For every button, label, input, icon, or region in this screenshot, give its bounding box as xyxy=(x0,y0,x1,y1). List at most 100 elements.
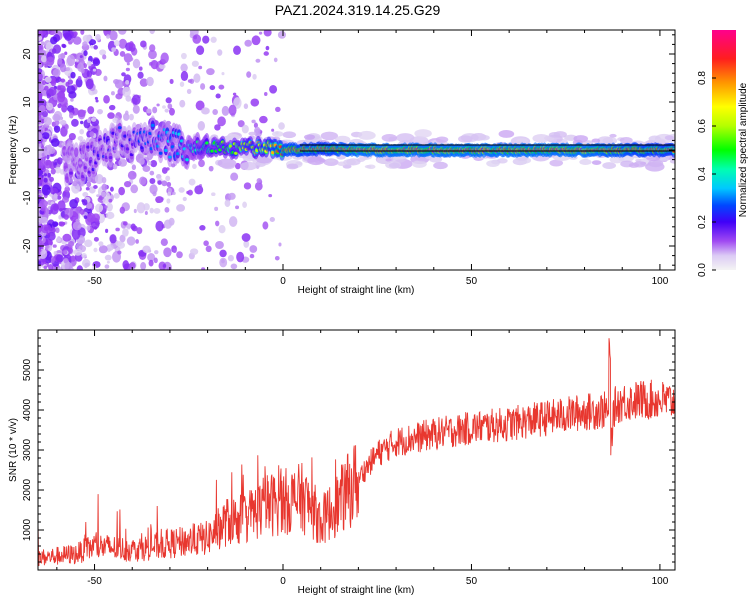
band-blob xyxy=(664,135,674,141)
noise-blob xyxy=(164,207,170,213)
noise-blob xyxy=(180,63,188,72)
noise-blob xyxy=(194,185,204,195)
noise-blob xyxy=(82,199,88,206)
noise-blob xyxy=(72,180,78,187)
noise-blob xyxy=(190,248,199,255)
ridge-core xyxy=(150,123,155,127)
noise-blob xyxy=(128,113,134,121)
noise-blob xyxy=(209,85,216,91)
noise-blob xyxy=(38,169,44,177)
noise-blob xyxy=(148,259,154,267)
noise-blob xyxy=(106,260,110,264)
noise-blob xyxy=(118,38,128,49)
noise-blob xyxy=(80,68,85,74)
noise-blob xyxy=(94,96,98,100)
noise-blob xyxy=(117,250,122,255)
noise-blob xyxy=(57,57,63,65)
x-tick-label: 100 xyxy=(652,576,669,587)
noise-blob xyxy=(85,78,94,90)
noise-blob xyxy=(182,196,187,202)
noise-blob xyxy=(99,49,107,56)
noise-blob xyxy=(44,85,49,91)
noise-blob xyxy=(75,77,83,88)
noise-blob xyxy=(251,35,261,46)
noise-blob xyxy=(139,176,147,186)
noise-blob xyxy=(126,62,130,66)
noise-blob xyxy=(80,30,85,35)
noise-blob xyxy=(93,247,98,253)
ridge-core xyxy=(108,155,113,160)
band-blob xyxy=(248,131,257,136)
band-blob xyxy=(486,160,500,167)
noise-blob xyxy=(68,132,76,141)
noise-blob xyxy=(135,239,139,244)
band-blob xyxy=(635,158,642,162)
noise-blob xyxy=(196,45,205,55)
noise-blob xyxy=(48,86,57,96)
y-tick-label: 1000 xyxy=(22,518,33,541)
noise-blob xyxy=(64,261,73,270)
noise-blob xyxy=(163,219,172,229)
band-blob xyxy=(221,162,235,170)
noise-blob xyxy=(105,228,109,234)
noise-blob xyxy=(121,72,126,77)
noise-blob xyxy=(106,202,113,212)
colorbar-gradient xyxy=(712,30,736,270)
noise-blob xyxy=(71,118,79,127)
noise-blob xyxy=(110,91,115,96)
noise-blob xyxy=(104,205,108,209)
y-tick-label: 4000 xyxy=(22,398,33,421)
noise-blob xyxy=(70,98,74,102)
noise-blob xyxy=(77,75,82,81)
ridge-core xyxy=(74,150,79,154)
noise-blob xyxy=(52,113,61,122)
noise-blob xyxy=(38,238,43,248)
noise-blob xyxy=(242,201,247,208)
noise-blob xyxy=(235,162,241,170)
band-blob xyxy=(597,136,614,145)
ridge-core xyxy=(86,145,90,149)
noise-blob xyxy=(97,108,103,115)
noise-blob xyxy=(79,55,83,59)
noise-blob xyxy=(131,225,138,232)
noise-blob xyxy=(40,41,45,46)
noise-blob xyxy=(115,227,120,232)
noise-blob xyxy=(50,203,59,215)
noise-blob xyxy=(115,240,123,247)
band-blob xyxy=(327,158,336,163)
noise-blob xyxy=(56,157,63,165)
noise-blob xyxy=(45,256,52,264)
noise-blob xyxy=(72,36,82,45)
noise-blob xyxy=(252,73,257,80)
noise-blob xyxy=(140,40,147,48)
colorbar-tick-label: 0.6 xyxy=(697,119,708,133)
noise-blob xyxy=(253,122,258,129)
band-blob xyxy=(579,158,592,166)
band-blob xyxy=(360,157,367,161)
noise-blob xyxy=(95,203,104,213)
noise-blob xyxy=(244,39,252,47)
noise-blob xyxy=(93,185,98,189)
noise-blob xyxy=(265,45,270,51)
noise-blob xyxy=(63,214,69,220)
noise-blob xyxy=(84,262,90,267)
noise-blob xyxy=(230,172,239,181)
noise-blob xyxy=(149,170,155,176)
band-blob xyxy=(364,165,372,169)
noise-blob xyxy=(235,205,240,210)
noise-blob xyxy=(95,34,101,41)
noise-blob xyxy=(125,67,130,72)
noise-blob xyxy=(93,236,99,242)
band-blob xyxy=(435,136,449,143)
noise-blob xyxy=(73,248,83,256)
noise-blob xyxy=(90,117,97,122)
noise-blob xyxy=(149,207,154,214)
noise-blob xyxy=(80,120,84,125)
noise-blob xyxy=(146,108,152,114)
noise-blob xyxy=(144,211,148,216)
band-blob xyxy=(286,163,299,170)
noise-blob xyxy=(51,48,57,54)
noise-blob xyxy=(40,206,46,212)
noise-blob xyxy=(179,99,186,108)
noise-blob xyxy=(60,52,66,60)
